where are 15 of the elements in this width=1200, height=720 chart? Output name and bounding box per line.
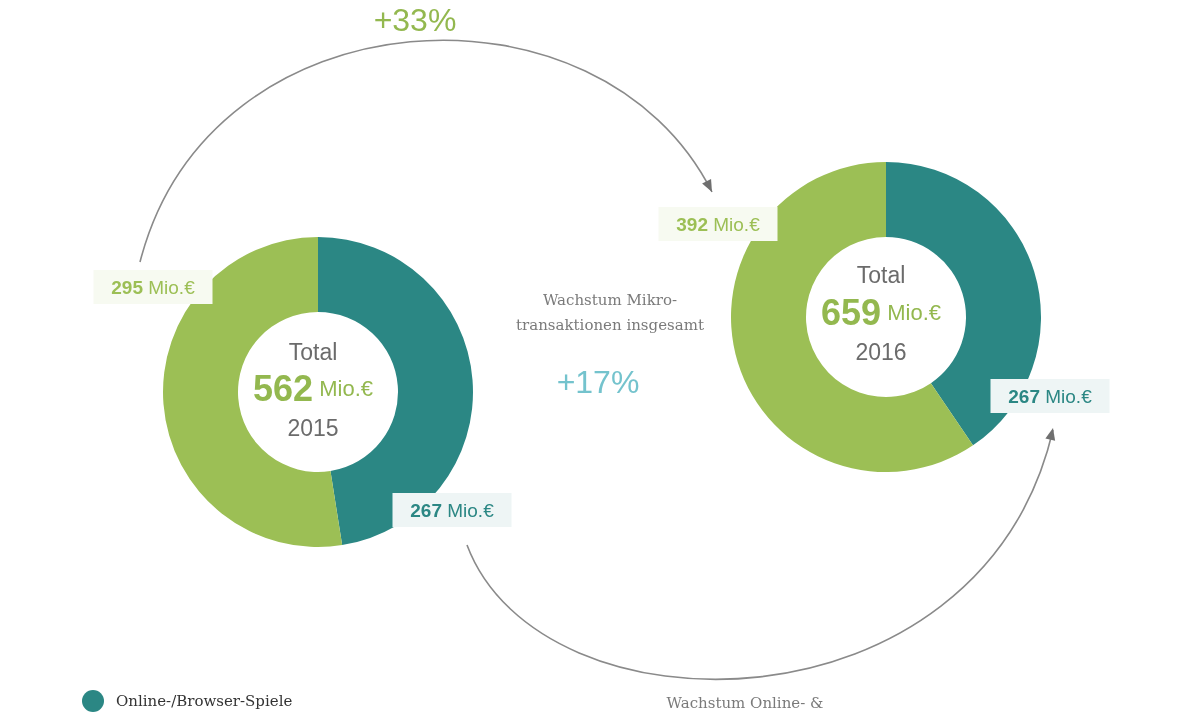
data-label: 267 Mio.€ bbox=[1008, 385, 1093, 407]
text: 2015 bbox=[287, 415, 339, 441]
data-label: 267 Mio.€ bbox=[410, 499, 495, 521]
text: 2016 bbox=[855, 339, 907, 365]
data-label: 295 Mio.€ bbox=[111, 276, 196, 298]
text: 562 Mio.€ bbox=[253, 367, 373, 409]
text: +33% bbox=[373, 2, 457, 38]
text: +17% bbox=[556, 364, 640, 400]
data-label: 392 Mio.€ bbox=[676, 213, 761, 235]
legend-label: Online-/Browser-Spiele bbox=[116, 691, 293, 712]
text: Total bbox=[856, 262, 906, 288]
text: 659 Mio.€ bbox=[821, 291, 941, 333]
text: Total bbox=[288, 339, 338, 365]
text: Wachstum Mikro- transaktionen insgesamt bbox=[516, 291, 704, 334]
text: Wachstum Online- & bbox=[666, 694, 824, 712]
